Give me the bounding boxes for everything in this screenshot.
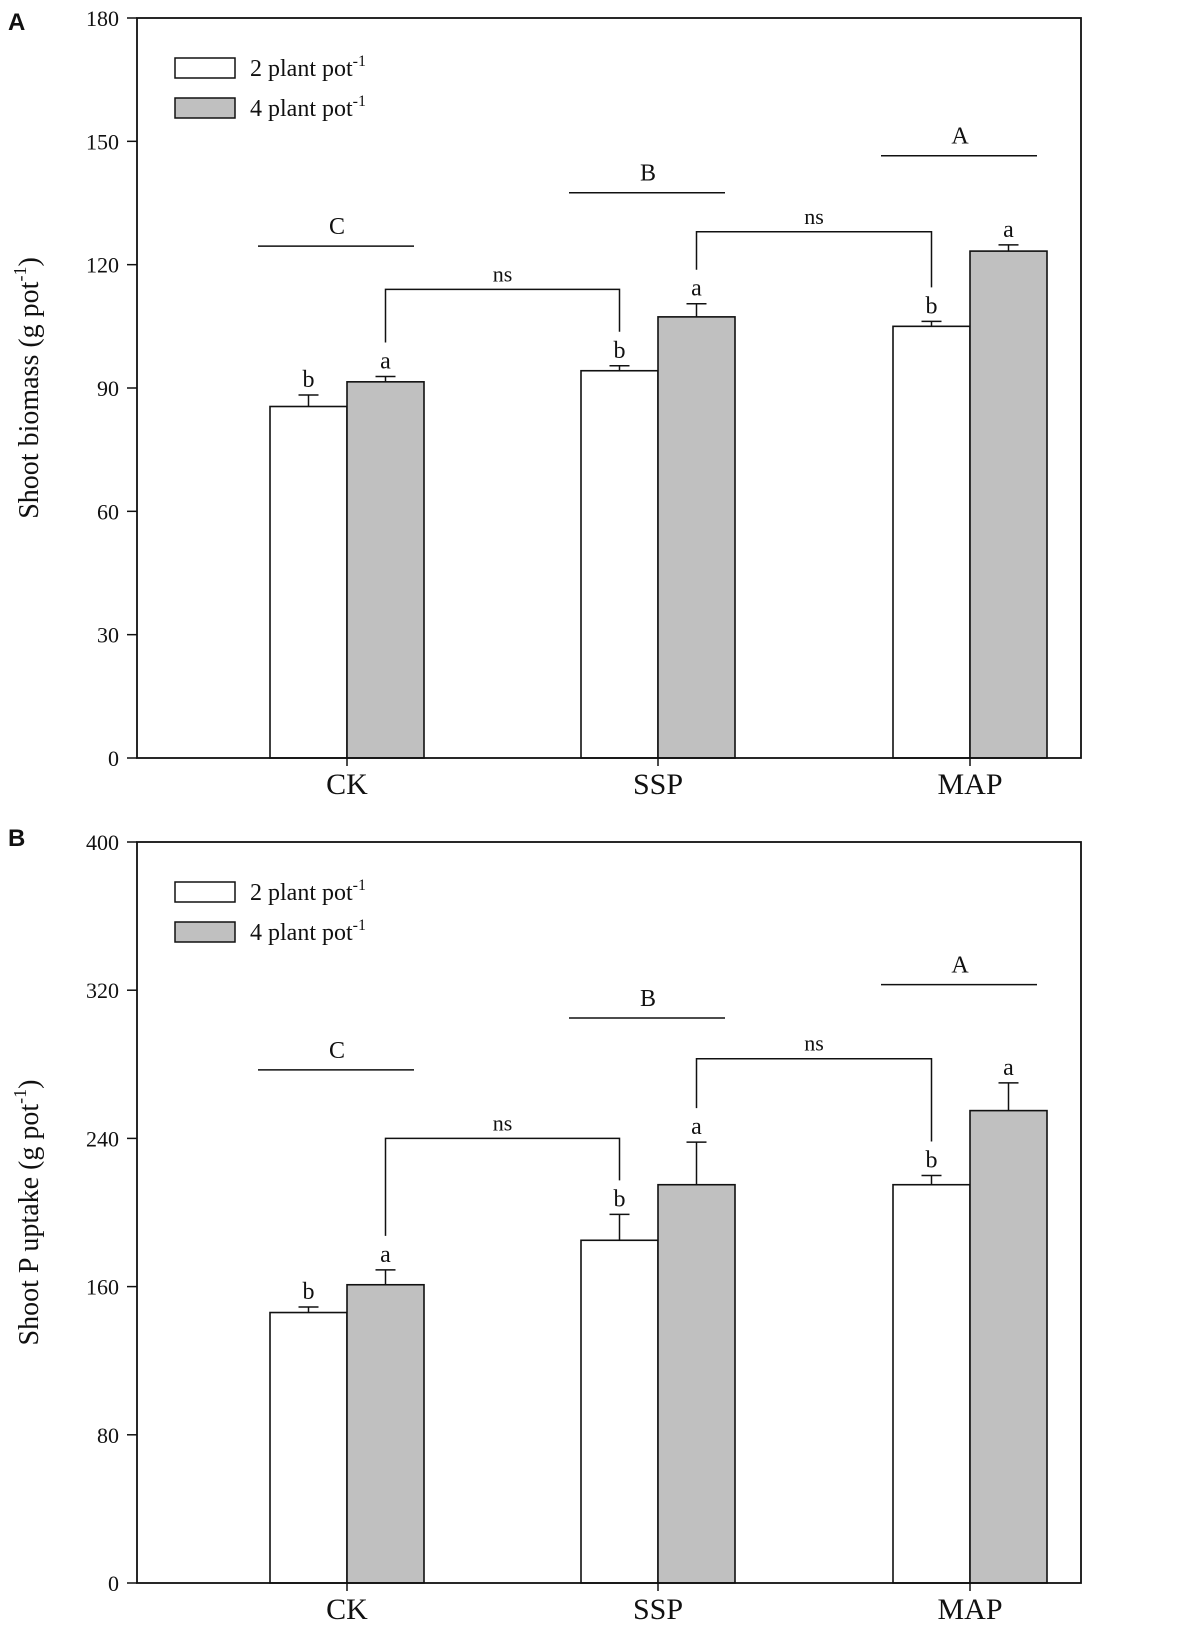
legend-swatch-1 [174, 57, 236, 79]
group-letter: C [329, 214, 345, 240]
panel-label: A [8, 9, 25, 36]
y-tick-label: 120 [86, 253, 119, 278]
legend-swatch-2 [174, 97, 236, 119]
bar-ssp-series-2 [657, 316, 736, 759]
legend-swatch-1 [174, 881, 236, 903]
group-letter: B [640, 161, 656, 187]
significance-letter: b [303, 1279, 315, 1305]
y-axis-label: Shoot P uptake (g pot-1) [10, 1080, 45, 1346]
y-tick-label: 80 [97, 1423, 119, 1448]
y-tick-label: 180 [86, 6, 119, 31]
legend-swatch-2 [174, 921, 236, 943]
significance-letter: b [926, 1147, 938, 1173]
group-letter: A [951, 953, 969, 979]
y-tick-label: 240 [86, 1126, 119, 1151]
comparison-bracket [695, 231, 933, 288]
bar-ssp-series-1 [580, 1239, 659, 1584]
bar-map-series-2 [969, 1109, 1048, 1584]
y-axis-label-suffix: ) [14, 1080, 45, 1089]
plot-frame [136, 841, 1082, 1584]
bar-map-series-1 [892, 1183, 971, 1584]
legend-label-text: 2 plant pot [250, 56, 353, 82]
y-axis-label-text: Shoot P uptake (g pot [14, 1104, 45, 1346]
legend-label-text: 4 plant pot [250, 96, 353, 122]
legend-label-2: 4 plant pot-1 [250, 917, 366, 946]
significance-letter: a [1003, 1055, 1014, 1081]
x-tick-label: CK [326, 1593, 368, 1626]
y-tick-label: 0 [108, 1571, 119, 1596]
bar-map-series-1 [892, 325, 971, 759]
group-letter: B [640, 986, 656, 1012]
legend-label-superscript: -1 [353, 93, 366, 110]
x-tick-label: SSP [633, 768, 683, 801]
significance-letter: b [614, 1186, 626, 1212]
y-axis-label-superscript: -1 [10, 267, 30, 282]
y-tick-label: 150 [86, 129, 119, 154]
group-letter: C [329, 1038, 345, 1064]
bar-ck-series-1 [269, 1311, 348, 1584]
y-tick-label: 90 [97, 376, 119, 401]
legend-label-1: 2 plant pot-1 [250, 877, 366, 906]
y-tick-label: 30 [97, 623, 119, 648]
y-tick-label: 400 [86, 830, 119, 855]
comparison-bracket [384, 288, 621, 343]
significance-letter: b [614, 338, 626, 364]
significance-letter: b [926, 293, 938, 319]
significance-letter: a [380, 1242, 391, 1268]
bar-ssp-series-2 [657, 1183, 736, 1584]
bar-ck-series-2 [346, 381, 425, 759]
y-axis-label-suffix: ) [14, 257, 45, 266]
y-axis-label: Shoot biomass (g pot-1) [10, 257, 45, 519]
y-axis-label-superscript: -1 [10, 1089, 30, 1104]
y-tick-label: 0 [108, 746, 119, 771]
y-tick-label: 60 [97, 499, 119, 524]
significance-letter: a [380, 348, 391, 374]
y-axis-label-text: Shoot biomass (g pot [14, 281, 45, 518]
comparison-bracket [384, 1137, 621, 1236]
comparison-label: ns [804, 1031, 824, 1056]
legend-label-text: 4 plant pot [250, 920, 353, 946]
comparison-label: ns [804, 204, 824, 229]
significance-letter: b [303, 367, 315, 393]
x-tick-label: SSP [633, 1593, 683, 1626]
y-tick-label: 320 [86, 978, 119, 1003]
bar-map-series-2 [969, 250, 1048, 759]
legend-label-superscript: -1 [353, 53, 366, 70]
x-tick-label: MAP [937, 1593, 1002, 1626]
comparison-bracket [695, 1057, 933, 1142]
plot-frame [136, 17, 1082, 759]
legend-label-1: 2 plant pot-1 [250, 53, 366, 82]
legend-label-superscript: -1 [353, 917, 366, 934]
comparison-label: ns [493, 261, 513, 286]
x-tick-label: MAP [937, 768, 1002, 801]
group-letter: A [951, 124, 969, 150]
significance-letter: a [691, 276, 702, 302]
y-tick-label: 160 [86, 1275, 119, 1300]
bar-ck-series-1 [269, 405, 348, 759]
legend-label-text: 2 plant pot [250, 880, 353, 906]
comparison-label: ns [493, 1110, 513, 1135]
x-tick-label: CK [326, 768, 368, 801]
legend-label-2: 4 plant pot-1 [250, 93, 366, 122]
bar-ck-series-2 [346, 1283, 425, 1584]
bar-ssp-series-1 [580, 369, 659, 759]
legend-label-superscript: -1 [353, 877, 366, 894]
significance-letter: a [691, 1114, 702, 1140]
significance-letter: a [1003, 217, 1014, 243]
panel-label: B [8, 825, 25, 852]
